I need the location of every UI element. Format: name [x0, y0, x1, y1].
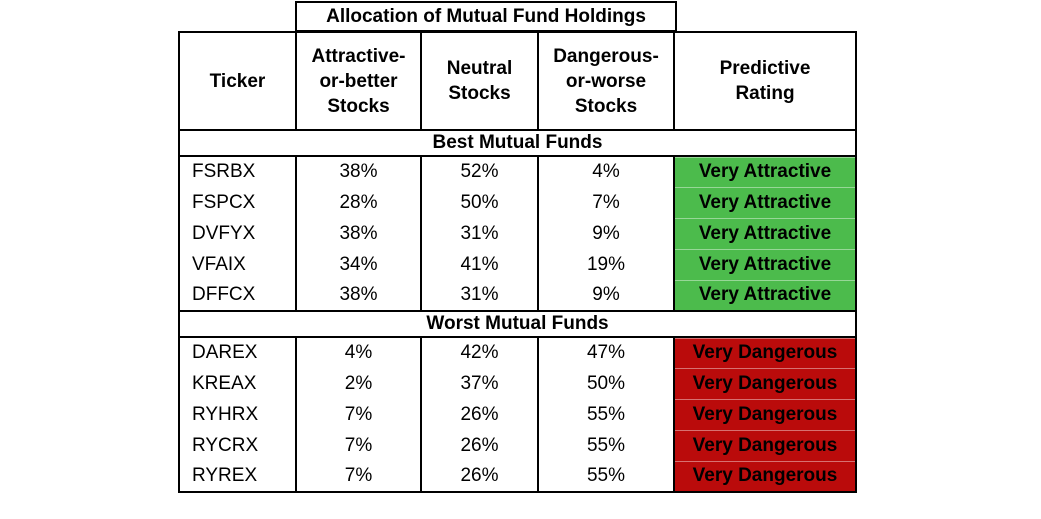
- table-row: RYHRX 7% 26% 55% Very Dangerous: [178, 399, 857, 430]
- neutral-cell: 31%: [420, 218, 539, 249]
- column-header-predictive-rating: Predictive Rating: [673, 31, 857, 131]
- neutral-cell: 26%: [420, 399, 539, 430]
- dangerous-cell: 47%: [537, 337, 675, 368]
- ticker-cell: FSRBX: [178, 156, 297, 187]
- ticker-cell: DFFCX: [178, 280, 297, 311]
- table-row: VFAIX 34% 41% 19% Very Attractive: [178, 249, 857, 280]
- neutral-cell: 26%: [420, 461, 539, 492]
- table-row: DFFCX 38% 31% 9% Very Attractive: [178, 280, 857, 311]
- ticker-cell: DVFYX: [178, 218, 297, 249]
- table-row: RYREX 7% 26% 55% Very Dangerous: [178, 461, 857, 492]
- neutral-cell: 26%: [420, 430, 539, 461]
- ticker-cell: KREAX: [178, 368, 297, 399]
- neutral-cell: 31%: [420, 280, 539, 311]
- neutral-cell: 37%: [420, 368, 539, 399]
- neutral-cell: 52%: [420, 156, 539, 187]
- table-title: Allocation of Mutual Fund Holdings: [295, 1, 677, 32]
- rating-cell: Very Attractive: [673, 218, 857, 249]
- section-header: Worst Mutual Funds: [178, 310, 857, 338]
- attractive-cell: 38%: [295, 156, 422, 187]
- neutral-cell: 50%: [420, 187, 539, 218]
- dangerous-cell: 55%: [537, 430, 675, 461]
- dangerous-cell: 9%: [537, 280, 675, 311]
- dangerous-cell: 4%: [537, 156, 675, 187]
- rating-cell: Very Dangerous: [673, 461, 857, 492]
- table-row: DAREX 4% 42% 47% Very Dangerous: [178, 337, 857, 368]
- dangerous-cell: 55%: [537, 399, 675, 430]
- neutral-cell: 42%: [420, 337, 539, 368]
- section-header: Best Mutual Funds: [178, 129, 857, 157]
- column-header-attractive-or-better: Attractive- or-better Stocks: [295, 31, 422, 131]
- attractive-cell: 28%: [295, 187, 422, 218]
- table-row: DVFYX 38% 31% 9% Very Attractive: [178, 218, 857, 249]
- dangerous-cell: 9%: [537, 218, 675, 249]
- ticker-cell: FSPCX: [178, 187, 297, 218]
- dangerous-cell: 19%: [537, 249, 675, 280]
- rating-cell: Very Attractive: [673, 187, 857, 218]
- attractive-cell: 7%: [295, 430, 422, 461]
- attractive-cell: 4%: [295, 337, 422, 368]
- column-header-dangerous-or-worse: Dangerous- or-worse Stocks: [537, 31, 675, 131]
- mutual-fund-table: Ticker Attractive- or-better Stocks Neutra…: [178, 31, 857, 493]
- rating-cell: Very Attractive: [673, 156, 857, 187]
- rating-cell: Very Attractive: [673, 280, 857, 311]
- rating-cell: Very Dangerous: [673, 430, 857, 461]
- attractive-cell: 38%: [295, 218, 422, 249]
- dangerous-cell: 7%: [537, 187, 675, 218]
- table-row: KREAX 2% 37% 50% Very Dangerous: [178, 368, 857, 399]
- table-row: RYCRX 7% 26% 55% Very Dangerous: [178, 430, 857, 461]
- header-row: Ticker Attractive- or-better Stocks Neutra…: [178, 31, 857, 131]
- attractive-cell: 7%: [295, 461, 422, 492]
- column-header-ticker: Ticker: [178, 31, 297, 131]
- rating-cell: Very Dangerous: [673, 368, 857, 399]
- rating-cell: Very Attractive: [673, 249, 857, 280]
- attractive-cell: 34%: [295, 249, 422, 280]
- ticker-cell: RYREX: [178, 461, 297, 492]
- ticker-cell: RYHRX: [178, 399, 297, 430]
- attractive-cell: 2%: [295, 368, 422, 399]
- table-row: FSRBX 38% 52% 4% Very Attractive: [178, 156, 857, 187]
- dangerous-cell: 55%: [537, 461, 675, 492]
- rating-cell: Very Dangerous: [673, 399, 857, 430]
- ticker-cell: VFAIX: [178, 249, 297, 280]
- ticker-cell: DAREX: [178, 337, 297, 368]
- attractive-cell: 38%: [295, 280, 422, 311]
- attractive-cell: 7%: [295, 399, 422, 430]
- section-row: Best Mutual Funds: [178, 129, 857, 157]
- section-row: Worst Mutual Funds: [178, 310, 857, 338]
- rating-cell: Very Dangerous: [673, 337, 857, 368]
- dangerous-cell: 50%: [537, 368, 675, 399]
- neutral-cell: 41%: [420, 249, 539, 280]
- ticker-cell: RYCRX: [178, 430, 297, 461]
- column-header-neutral: Neutral Stocks: [420, 31, 539, 131]
- table-row: FSPCX 28% 50% 7% Very Attractive: [178, 187, 857, 218]
